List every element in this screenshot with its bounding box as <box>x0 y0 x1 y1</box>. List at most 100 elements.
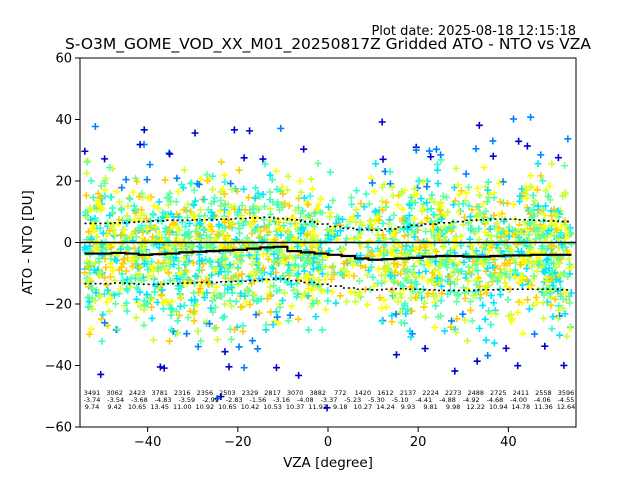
scatter-point <box>277 124 285 132</box>
bin-sd-label: 10.65 <box>218 403 237 411</box>
scatter-point <box>192 227 200 235</box>
scatter-point <box>394 298 402 306</box>
scatter-point <box>128 254 136 262</box>
scatter-point <box>120 226 128 234</box>
scatter-point <box>221 289 229 297</box>
scatter-point <box>297 230 305 238</box>
scatter-point <box>121 237 129 245</box>
scatter-point <box>126 280 134 288</box>
scatter-point <box>323 404 331 412</box>
scatter-point <box>205 280 213 288</box>
scatter-point <box>404 231 412 239</box>
scatter-point <box>232 297 240 305</box>
scatter-point <box>533 298 541 306</box>
scatter-point <box>266 188 274 196</box>
bin-count-label: 3062 <box>106 389 123 397</box>
scatter-point <box>103 281 111 289</box>
scatter-point <box>281 200 289 208</box>
bin-count-label: 2356 <box>197 389 214 397</box>
scatter-point <box>159 305 167 313</box>
scatter-point <box>248 337 256 345</box>
scatter-point <box>481 315 489 323</box>
scatter-point <box>134 299 142 307</box>
bin-sd-label: 9.18 <box>333 403 347 411</box>
bin-count-label: 3070 <box>287 389 304 397</box>
scatter-point <box>143 215 151 223</box>
scatter-point <box>380 296 388 304</box>
scatter-point <box>158 217 166 225</box>
scatter-point <box>390 259 398 267</box>
scatter-point <box>140 306 148 314</box>
scatter-point <box>381 271 389 279</box>
scatter-point <box>562 230 570 238</box>
scatter-point <box>390 290 398 298</box>
scatter-point <box>253 255 261 263</box>
scatter-point <box>87 325 95 333</box>
x-tick-label: −20 <box>224 435 251 450</box>
scatter-point <box>143 225 151 233</box>
scatter-point <box>241 218 249 226</box>
bin-count-label: 772 <box>334 389 346 397</box>
scatter-point <box>352 218 360 226</box>
scatter-point <box>237 303 245 311</box>
scatter-point <box>250 296 258 304</box>
scatter-point <box>238 257 246 265</box>
scatter-point <box>326 168 334 176</box>
scatter-point <box>210 324 218 332</box>
scatter-point <box>243 234 251 242</box>
scatter-point <box>379 155 387 163</box>
scatter-point <box>237 211 245 219</box>
scatter-point <box>523 265 531 273</box>
scatter-point <box>412 273 420 281</box>
bin-sd-label: 10.37 <box>286 403 305 411</box>
scatter-point <box>107 193 115 201</box>
scatter-point <box>100 290 108 298</box>
scatter-point <box>209 212 217 220</box>
scatter-point <box>287 231 295 239</box>
bin-mean-label: -5.23 <box>344 396 361 404</box>
scatter-point <box>125 279 133 287</box>
scatter-point <box>228 289 236 297</box>
scatter-point <box>353 187 361 195</box>
scatter-point <box>156 363 164 371</box>
scatter-point <box>272 274 280 282</box>
scatter-point <box>309 185 317 193</box>
scatter-point <box>92 289 100 297</box>
scatter-point <box>304 201 312 209</box>
bin-sd-label: 11.00 <box>173 403 192 411</box>
scatter-point <box>278 183 286 191</box>
scatter-point <box>307 235 315 243</box>
scatter-point <box>376 294 384 302</box>
scatter-point <box>380 180 388 188</box>
scatter-point <box>375 216 383 224</box>
scatter-point <box>364 243 372 251</box>
scatter-point <box>261 160 269 168</box>
scatter-point <box>282 216 290 224</box>
scatter-point <box>374 279 382 287</box>
scatter-point <box>494 272 502 280</box>
scatter-point <box>469 265 477 273</box>
scatter-point <box>81 269 89 277</box>
scatter-point <box>118 270 126 278</box>
scatter-point <box>546 182 554 190</box>
scatter-point <box>544 227 552 235</box>
scatter-point <box>134 285 142 293</box>
scatter-point <box>432 302 440 310</box>
bin-sd-label: 9.93 <box>401 403 415 411</box>
scatter-point <box>131 244 139 252</box>
scatter-point <box>502 270 510 278</box>
scatter-point <box>529 191 537 199</box>
scatter-point <box>328 264 336 272</box>
scatter-point <box>186 220 194 228</box>
scatter-point <box>203 289 211 297</box>
scatter-point <box>397 270 405 278</box>
scatter-point <box>450 184 458 192</box>
scatter-point <box>268 176 276 184</box>
scatter-point <box>437 151 445 159</box>
scatter-point <box>350 272 358 280</box>
scatter-point <box>554 314 562 322</box>
bin-sd-label: 14.78 <box>512 403 531 411</box>
scatter-point <box>465 183 473 191</box>
scatter-point <box>230 126 238 134</box>
scatter-point <box>423 183 431 191</box>
